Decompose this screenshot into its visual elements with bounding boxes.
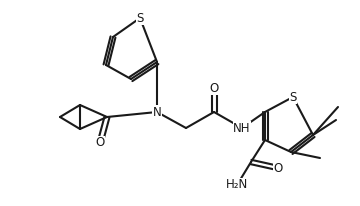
Text: O: O [273, 162, 283, 174]
Text: S: S [289, 90, 297, 103]
Text: N: N [153, 105, 161, 118]
Text: H₂N: H₂N [226, 179, 248, 192]
Text: NH: NH [233, 122, 251, 135]
Text: O: O [210, 82, 219, 95]
Text: S: S [136, 12, 144, 25]
Text: O: O [95, 137, 105, 150]
